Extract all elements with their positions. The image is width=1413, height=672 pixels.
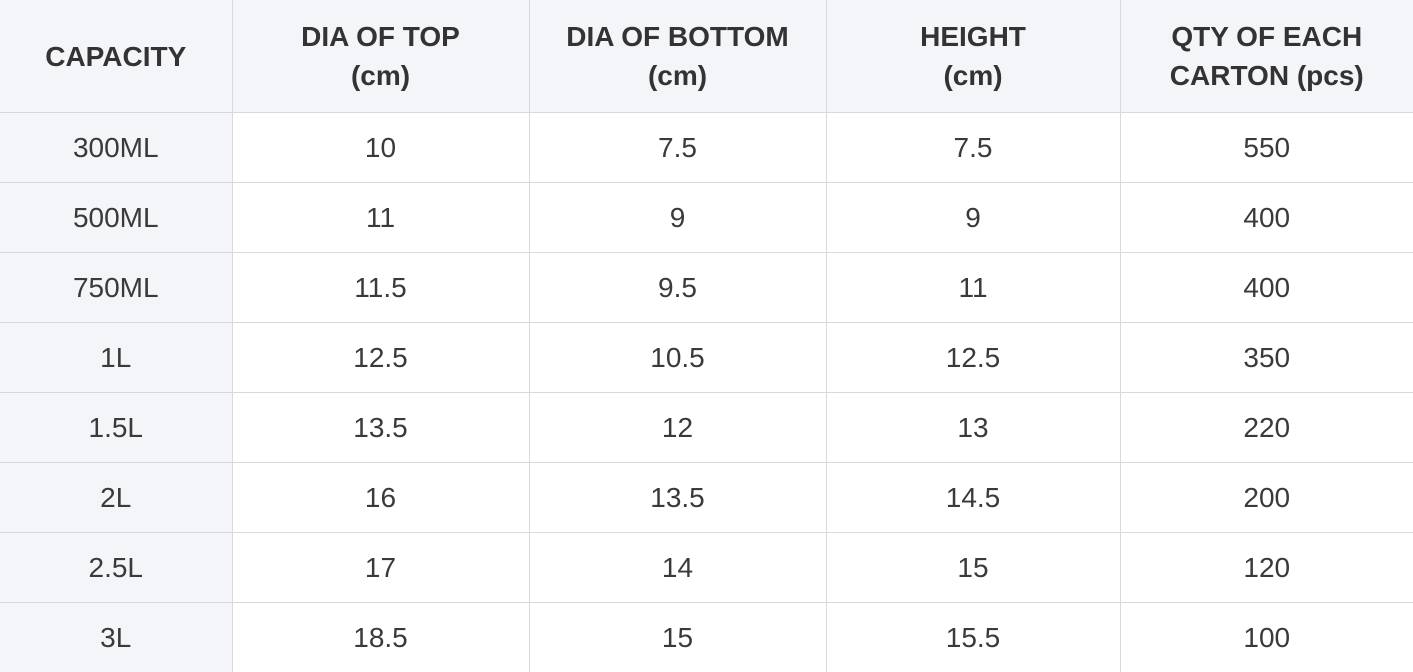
cell-height: 14.5	[826, 463, 1120, 533]
cell-dia-bottom: 9	[529, 183, 826, 253]
table-header-row: CAPACITY DIA OF TOP (cm) DIA OF BOTTOM (…	[0, 0, 1413, 113]
cell-dia-top: 12.5	[232, 323, 529, 393]
cell-qty: 550	[1120, 113, 1413, 183]
cell-height: 12.5	[826, 323, 1120, 393]
table-row: 1.5L 13.5 12 13 220	[0, 393, 1413, 463]
cell-dia-top: 11	[232, 183, 529, 253]
cell-height: 7.5	[826, 113, 1120, 183]
table-row: 2.5L 17 14 15 120	[0, 533, 1413, 603]
cell-dia-top: 18.5	[232, 603, 529, 672]
header-qty-per-carton: QTY OF EACH CARTON (pcs)	[1120, 0, 1413, 113]
cell-capacity: 2.5L	[0, 533, 232, 603]
cell-capacity: 2L	[0, 463, 232, 533]
cell-dia-top: 11.5	[232, 253, 529, 323]
header-qty-unit: CARTON (pcs)	[1121, 56, 1413, 95]
header-capacity: CAPACITY	[0, 0, 232, 113]
header-height-unit: (cm)	[827, 56, 1120, 95]
cell-dia-bottom: 13.5	[529, 463, 826, 533]
cell-dia-bottom: 10.5	[529, 323, 826, 393]
header-qty-label: QTY OF EACH	[1121, 17, 1413, 56]
header-dia-top-label: DIA OF TOP	[233, 17, 529, 56]
cell-height: 9	[826, 183, 1120, 253]
header-capacity-label: CAPACITY	[0, 37, 232, 76]
cell-dia-top: 13.5	[232, 393, 529, 463]
cell-height: 13	[826, 393, 1120, 463]
table-row: 750ML 11.5 9.5 11 400	[0, 253, 1413, 323]
table-row: 500ML 11 9 9 400	[0, 183, 1413, 253]
table-body: 300ML 10 7.5 7.5 550 500ML 11 9 9 400 75…	[0, 113, 1413, 672]
table-row: 1L 12.5 10.5 12.5 350	[0, 323, 1413, 393]
cell-dia-bottom: 7.5	[529, 113, 826, 183]
cell-dia-top: 17	[232, 533, 529, 603]
cell-capacity: 300ML	[0, 113, 232, 183]
header-dia-bottom-label: DIA OF BOTTOM	[530, 17, 826, 56]
cell-qty: 120	[1120, 533, 1413, 603]
cell-qty: 400	[1120, 183, 1413, 253]
cell-dia-top: 16	[232, 463, 529, 533]
cell-height: 15	[826, 533, 1120, 603]
cell-dia-bottom: 14	[529, 533, 826, 603]
header-dia-bottom-unit: (cm)	[530, 56, 826, 95]
table-row: 2L 16 13.5 14.5 200	[0, 463, 1413, 533]
cell-qty: 350	[1120, 323, 1413, 393]
table-row: 3L 18.5 15 15.5 100	[0, 603, 1413, 672]
cell-capacity: 750ML	[0, 253, 232, 323]
cell-qty: 400	[1120, 253, 1413, 323]
cell-dia-top: 10	[232, 113, 529, 183]
cell-capacity: 1.5L	[0, 393, 232, 463]
cell-qty: 220	[1120, 393, 1413, 463]
cell-dia-bottom: 12	[529, 393, 826, 463]
header-dia-bottom: DIA OF BOTTOM (cm)	[529, 0, 826, 113]
cell-qty: 200	[1120, 463, 1413, 533]
cell-qty: 100	[1120, 603, 1413, 672]
cell-height: 11	[826, 253, 1120, 323]
cell-height: 15.5	[826, 603, 1120, 672]
header-dia-top-unit: (cm)	[233, 56, 529, 95]
cell-dia-bottom: 15	[529, 603, 826, 672]
cell-capacity: 500ML	[0, 183, 232, 253]
cell-dia-bottom: 9.5	[529, 253, 826, 323]
header-dia-top: DIA OF TOP (cm)	[232, 0, 529, 113]
cell-capacity: 1L	[0, 323, 232, 393]
cell-capacity: 3L	[0, 603, 232, 672]
header-height: HEIGHT (cm)	[826, 0, 1120, 113]
table-row: 300ML 10 7.5 7.5 550	[0, 113, 1413, 183]
header-height-label: HEIGHT	[827, 17, 1120, 56]
